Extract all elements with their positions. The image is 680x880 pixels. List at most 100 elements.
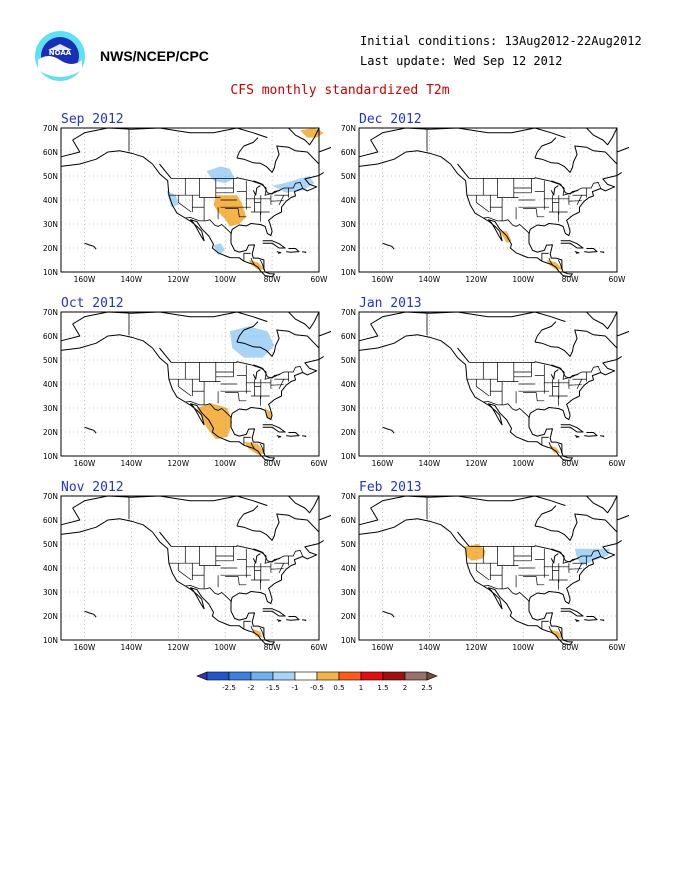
coastline [276, 251, 282, 254]
colorbar-swatch [228, 671, 252, 681]
colorbar-label: 1.5 [377, 684, 388, 692]
country-border [534, 545, 601, 564]
coastline [560, 240, 584, 249]
longitude-label: 140W [418, 459, 440, 468]
coastline [252, 185, 261, 196]
coastline [534, 329, 618, 357]
longitude-label: 100W [214, 643, 236, 652]
map-frame [60, 127, 320, 273]
coastline [551, 548, 579, 563]
coastline [60, 334, 324, 462]
latitude-label: 70N [43, 124, 58, 133]
longitude-label: 60W [311, 459, 329, 468]
longitude-label: 120W [167, 275, 189, 284]
country-border [236, 545, 303, 564]
coastline [302, 619, 307, 622]
coastline [302, 251, 307, 254]
organization-label: NWS/NCEP/CPC [100, 48, 209, 64]
coastline [358, 495, 566, 526]
latitude-label: 30N [341, 588, 356, 597]
warm-anomaly-area [549, 629, 564, 639]
country-border [250, 441, 255, 450]
longitude-label: 60W [609, 643, 627, 652]
longitude-label: 160W [74, 643, 96, 652]
longitude-label: 100W [214, 275, 236, 284]
coastline [252, 553, 261, 564]
country-border [541, 252, 549, 262]
state-border [568, 200, 582, 202]
coastline [600, 435, 605, 438]
coastline [236, 145, 320, 173]
coastline [252, 369, 261, 380]
coastline [262, 240, 286, 249]
coastline [358, 334, 622, 462]
longitude-label: 120W [465, 275, 487, 284]
longitude-label: 80W [562, 275, 580, 284]
longitude-label: 80W [264, 459, 282, 468]
country-border [250, 257, 255, 266]
colorbar-swatch [316, 671, 340, 681]
latitude-label: 70N [43, 492, 58, 501]
coastline [358, 518, 622, 646]
state-border [270, 200, 284, 202]
latitude-label: 70N [43, 308, 58, 317]
cold-anomaly-area [213, 243, 226, 256]
latitude-label: 60N [341, 332, 356, 341]
country-border [185, 401, 232, 419]
state-border [270, 568, 284, 570]
colorbar-high-arrow [426, 671, 438, 681]
coastline [253, 364, 281, 379]
coastline [60, 518, 324, 646]
coastline [551, 364, 579, 379]
state-border [270, 384, 284, 386]
latitude-label: 70N [341, 124, 356, 133]
coastline [358, 311, 566, 342]
longitude-label: 100W [512, 643, 534, 652]
longitude-label: 60W [311, 275, 329, 284]
longitude-label: 100W [512, 459, 534, 468]
coastline [550, 185, 559, 196]
latitude-label: 40N [341, 380, 356, 389]
coastline [560, 608, 584, 617]
coastline [276, 619, 282, 622]
latitude-label: 60N [43, 516, 58, 525]
country-border [469, 177, 536, 179]
country-border [548, 625, 553, 634]
state-border [535, 576, 545, 586]
country-border [548, 257, 553, 266]
longitude-label: 140W [418, 275, 440, 284]
panel-title: Feb 2013 [359, 480, 422, 495]
colorbar-swatch [294, 671, 318, 681]
coastline [534, 513, 618, 541]
state-border [278, 195, 285, 205]
map-frame [358, 127, 618, 273]
coastline [236, 321, 259, 343]
colorbar-label: -1.5 [266, 684, 280, 692]
country-border [250, 625, 255, 634]
coastline [262, 608, 286, 617]
latitude-label: 10N [341, 636, 356, 645]
latitude-label: 40N [341, 564, 356, 573]
latitude-label: 70N [341, 492, 356, 501]
latitude-label: 60N [341, 148, 356, 157]
coastline [534, 321, 557, 343]
state-border [475, 195, 490, 213]
coastline [159, 163, 172, 179]
latitude-label: 30N [341, 220, 356, 229]
colorbar-swatch [360, 671, 384, 681]
latitude-label: 50N [43, 540, 58, 549]
coastline [318, 514, 331, 521]
coastline [286, 616, 300, 621]
coastline [551, 180, 579, 195]
coastline [586, 311, 618, 330]
colorbar-label: -0.5 [310, 684, 324, 692]
longitude-label: 120W [167, 643, 189, 652]
coastline [84, 242, 97, 250]
coastline [253, 548, 281, 563]
latitude-label: 20N [341, 428, 356, 437]
country-border [243, 436, 251, 446]
coastline [253, 180, 281, 195]
longitude-label: 80W [264, 643, 282, 652]
colorbar-low-arrow [196, 671, 208, 681]
coastline [276, 435, 282, 438]
